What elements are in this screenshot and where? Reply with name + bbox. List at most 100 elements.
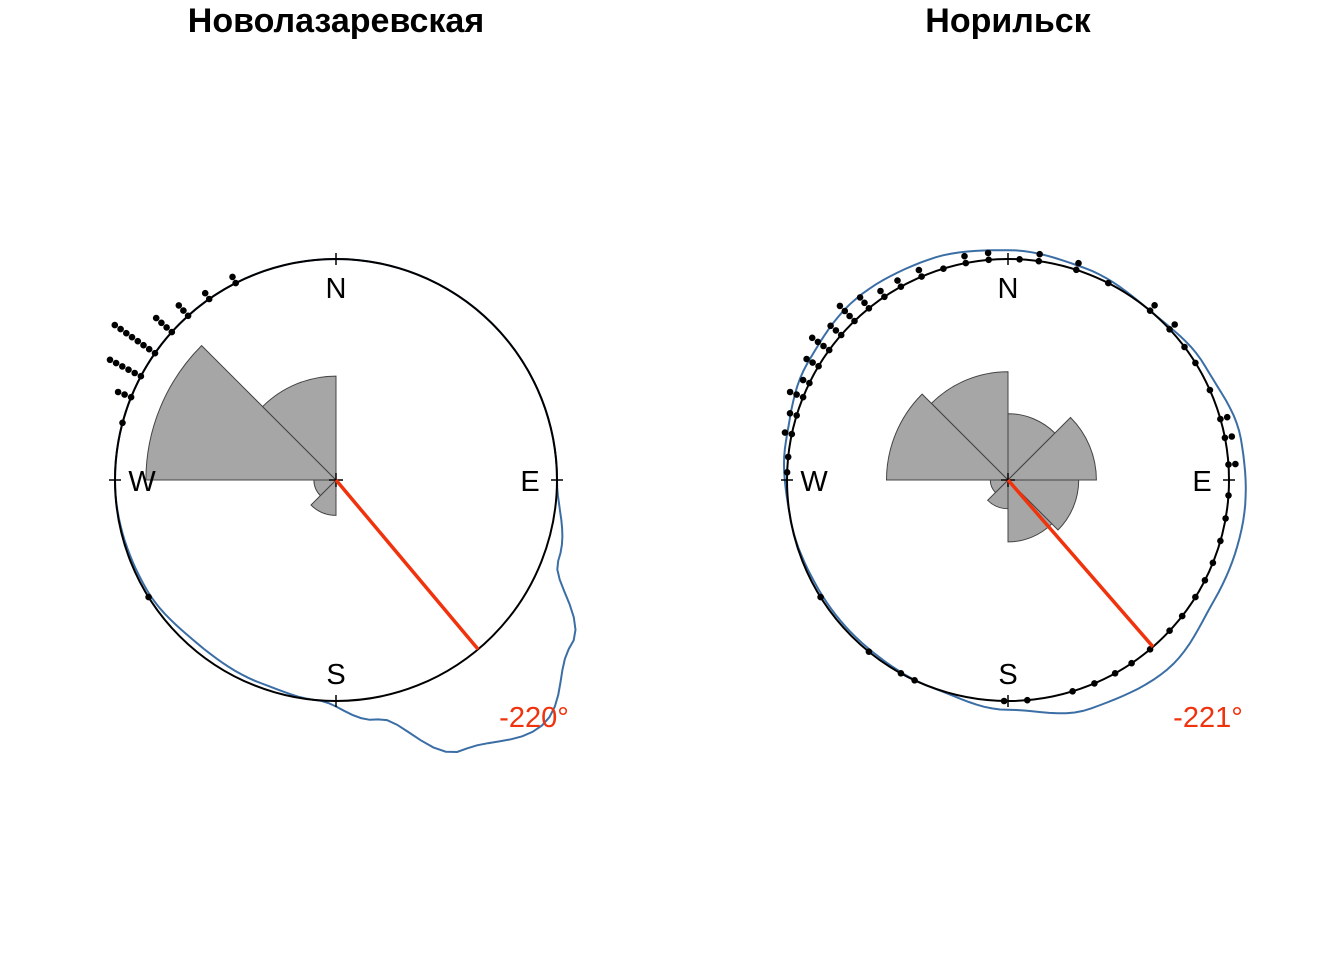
data-point bbox=[897, 283, 905, 291]
data-point bbox=[1232, 460, 1239, 468]
data-point bbox=[1225, 492, 1232, 499]
data-point bbox=[877, 287, 884, 295]
data-point bbox=[1228, 433, 1236, 440]
data-point bbox=[861, 299, 868, 307]
data-point bbox=[1075, 259, 1082, 267]
data-point bbox=[1069, 688, 1076, 695]
data-point bbox=[1181, 343, 1188, 351]
panel-norilsk: Норильск N E S W -221° bbox=[781, 2, 1247, 734]
data-point bbox=[1223, 413, 1231, 421]
data-point bbox=[1166, 326, 1173, 333]
data-point bbox=[788, 430, 796, 438]
data-point bbox=[1146, 307, 1154, 315]
data-point bbox=[1192, 359, 1199, 367]
rose-wedge bbox=[1006, 479, 1080, 531]
data-point bbox=[117, 325, 124, 333]
data-point bbox=[897, 670, 905, 677]
data-point bbox=[151, 349, 159, 357]
data-point bbox=[1192, 593, 1199, 601]
rose-wedge bbox=[1007, 478, 1053, 543]
data-point bbox=[817, 593, 824, 601]
compass-label-w: W bbox=[128, 466, 156, 498]
data-point bbox=[1178, 612, 1186, 620]
data-point bbox=[168, 328, 176, 336]
data-point bbox=[125, 366, 132, 374]
compass-label-e: E bbox=[1192, 466, 1211, 498]
data-point bbox=[799, 393, 807, 401]
data-point bbox=[806, 379, 813, 387]
data-point bbox=[128, 333, 136, 341]
data-point bbox=[1151, 302, 1158, 309]
panel-title: Норильск bbox=[925, 2, 1091, 40]
data-point bbox=[918, 273, 925, 280]
data-point bbox=[856, 294, 864, 301]
rose-wedge bbox=[986, 478, 1009, 510]
data-point bbox=[1091, 680, 1098, 687]
data-point bbox=[1217, 537, 1224, 545]
data-point bbox=[815, 362, 822, 370]
data-point bbox=[962, 259, 970, 267]
data-point bbox=[140, 341, 147, 349]
data-point bbox=[1111, 670, 1119, 677]
mean-direction-label: -220° bbox=[499, 702, 569, 734]
data-point bbox=[163, 324, 170, 331]
data-point bbox=[832, 327, 840, 334]
data-point bbox=[119, 419, 126, 427]
panel-novolazarevskaya: Новолазаревская N E S W -220° bbox=[106, 2, 577, 754]
data-point bbox=[786, 410, 794, 417]
mean-direction-label: -221° bbox=[1173, 702, 1243, 734]
data-point bbox=[175, 302, 183, 309]
mean-direction-line bbox=[1006, 478, 1155, 648]
data-point bbox=[184, 312, 192, 320]
data-point bbox=[784, 453, 792, 461]
data-point bbox=[112, 359, 120, 367]
rose-wedge bbox=[261, 375, 337, 482]
rose-wedge bbox=[930, 371, 1009, 482]
data-point bbox=[793, 391, 800, 398]
data-point bbox=[229, 273, 236, 281]
data-point bbox=[1166, 627, 1173, 634]
data-point bbox=[1209, 559, 1217, 567]
data-point bbox=[205, 295, 213, 303]
data-point bbox=[180, 307, 187, 314]
data-point bbox=[145, 345, 153, 353]
rose-wedge bbox=[989, 479, 1010, 494]
data-point bbox=[846, 312, 853, 320]
data-point bbox=[1035, 257, 1043, 265]
compass-label-n: N bbox=[998, 273, 1019, 305]
data-point bbox=[837, 331, 845, 339]
data-point bbox=[1201, 577, 1209, 584]
data-point bbox=[911, 677, 918, 684]
data-point bbox=[783, 469, 791, 476]
data-point bbox=[1222, 515, 1229, 522]
data-point bbox=[1024, 696, 1031, 704]
data-point bbox=[137, 372, 145, 380]
density-curve bbox=[782, 249, 1247, 715]
rose-wedge bbox=[1006, 416, 1097, 481]
data-point bbox=[881, 293, 888, 301]
data-point bbox=[1016, 255, 1023, 263]
data-point bbox=[799, 376, 807, 384]
data-point bbox=[827, 322, 834, 330]
mean-direction-line bbox=[334, 478, 480, 651]
data-point bbox=[865, 305, 873, 312]
data-point bbox=[915, 266, 923, 274]
data-point bbox=[1217, 415, 1224, 423]
data-point bbox=[232, 279, 239, 287]
data-point bbox=[786, 388, 794, 396]
data-point bbox=[793, 412, 800, 419]
data-point bbox=[809, 359, 816, 366]
compass-label-s: S bbox=[998, 659, 1017, 691]
data-point bbox=[158, 319, 165, 327]
data-point bbox=[145, 593, 152, 601]
data-point bbox=[123, 329, 130, 337]
data-point bbox=[820, 342, 827, 350]
data-point bbox=[894, 277, 901, 284]
data-point bbox=[1225, 461, 1232, 468]
rose-wedge bbox=[885, 393, 1010, 481]
data-point bbox=[111, 321, 119, 329]
data-point bbox=[808, 334, 816, 342]
data-point bbox=[152, 314, 160, 322]
data-point bbox=[940, 265, 947, 273]
data-point bbox=[127, 393, 135, 401]
